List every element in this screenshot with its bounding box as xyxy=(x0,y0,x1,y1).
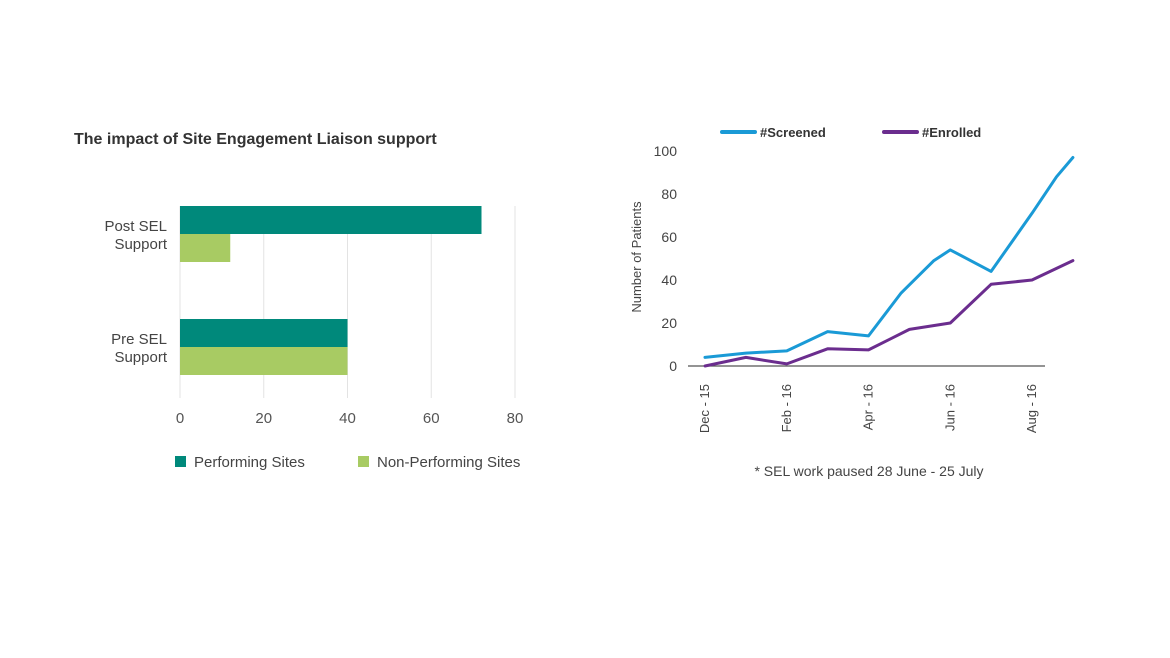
bar-chart-legend: Performing Sites Non-Performing Sites xyxy=(175,454,520,471)
bar-chart-bars xyxy=(180,206,482,375)
bar-chart-category-label: Pre SEL xyxy=(111,331,167,348)
bar-post-non-performing xyxy=(180,234,231,262)
line-series-enrolled xyxy=(703,259,1075,368)
line-chart-y-tick-label: 20 xyxy=(661,315,677,331)
line-chart-y-tick-label: 100 xyxy=(654,143,678,159)
bar-chart-x-tick-label: 0 xyxy=(176,410,184,427)
bar-chart-x-tick-label: 60 xyxy=(423,410,440,427)
bar-chart-category-label: Support xyxy=(114,349,167,366)
bar-chart-category-label: Support xyxy=(114,236,167,253)
line-chart-x-tick-labels: Dec - 15 Feb - 16 Apr - 16 Jun - 16 Aug - 16 xyxy=(697,384,1039,433)
bar-chart-x-tick-label: 40 xyxy=(339,410,356,427)
line-legend-label: #Enrolled xyxy=(922,125,981,140)
bar-legend-label: Performing Sites xyxy=(194,454,305,471)
line-chart-x-tick-label: Feb - 16 xyxy=(779,384,794,432)
line-chart-legend: #Screened #Enrolled xyxy=(720,125,981,140)
line-chart-x-tick-label: Jun - 16 xyxy=(942,384,957,431)
line-chart-y-tick-label: 0 xyxy=(669,358,677,374)
bar-chart: The impact of Site Engagement Liaison su… xyxy=(74,131,523,471)
bar-legend-label: Non-Performing Sites xyxy=(377,454,520,471)
bar-pre-performing xyxy=(180,319,348,347)
line-chart-y-tick-label: 60 xyxy=(661,229,677,245)
bar-chart-category-label: Post SEL xyxy=(104,218,167,235)
bar-chart-x-tick-labels: 0 20 40 60 80 xyxy=(176,410,524,427)
line-chart-y-tick-labels: 0 20 40 60 80 100 xyxy=(654,143,678,374)
line-chart-note: * SEL work paused 28 June - 25 July xyxy=(754,463,983,479)
line-chart-y-tick-label: 40 xyxy=(661,272,677,288)
line-chart-y-axis-title: Number of Patients xyxy=(629,201,644,313)
line-chart-x-tick-label: Apr - 16 xyxy=(861,384,876,430)
bar-post-performing xyxy=(180,206,482,234)
line-chart-x-tick-label: Dec - 15 xyxy=(697,384,712,433)
line-legend-label: #Screened xyxy=(760,125,826,140)
line-chart: #Screened #Enrolled 0 20 40 60 80 100 Number o… xyxy=(629,125,1075,479)
line-chart-series xyxy=(703,156,1075,368)
bar-pre-non-performing xyxy=(180,347,348,375)
bar-chart-x-tick-label: 80 xyxy=(507,410,524,427)
bar-chart-title: The impact of Site Engagement Liaison su… xyxy=(74,131,437,148)
line-chart-y-tick-label: 80 xyxy=(661,186,677,202)
bar-legend-swatch xyxy=(175,456,186,467)
line-series-screened xyxy=(703,156,1075,359)
bar-chart-x-tick-label: 20 xyxy=(255,410,272,427)
line-chart-x-tick-label: Aug - 16 xyxy=(1024,384,1039,433)
bar-legend-swatch xyxy=(358,456,369,467)
